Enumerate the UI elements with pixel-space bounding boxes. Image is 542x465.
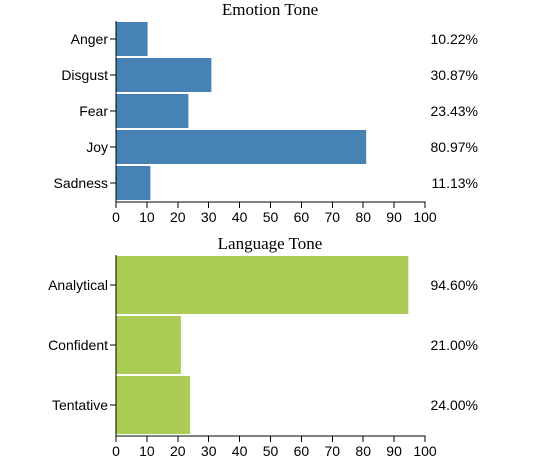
emotion-value-label: 30.87% (431, 67, 478, 83)
language-x-tick-label: 40 (232, 443, 248, 459)
language-x-tick-label: 70 (325, 443, 341, 459)
language-x-tick-label: 20 (170, 443, 186, 459)
emotion-x-tick-label: 10 (139, 209, 155, 225)
language-value-label: 21.00% (431, 337, 478, 353)
emotion-value-label: 11.13% (432, 175, 478, 191)
emotion-x-tick-label: 90 (386, 209, 402, 225)
language-x-tick-label: 90 (386, 443, 402, 459)
language-x-tick-label: 50 (263, 443, 279, 459)
language-x-tick-label: 0 (112, 443, 120, 459)
emotion-x-tick-label: 100 (413, 209, 437, 225)
language-bar-analytical (116, 256, 409, 314)
language-x-tick-label: 100 (413, 443, 437, 459)
emotion-x-tick-label: 30 (201, 209, 217, 225)
emotion-bar-disgust (116, 58, 212, 92)
emotion-category-label: Joy (86, 139, 108, 155)
emotion-category-label: Disgust (61, 67, 108, 83)
emotion-bar-fear (116, 94, 189, 128)
language-value-label: 24.00% (431, 397, 478, 413)
emotion-tone-title: Emotion Tone (222, 0, 318, 19)
emotion-x-tick-label: 60 (294, 209, 310, 225)
emotion-value-label: 80.97% (431, 139, 478, 155)
emotion-category-label: Anger (71, 31, 109, 47)
emotion-x-tick-label: 0 (112, 209, 120, 225)
language-x-tick-label: 30 (201, 443, 217, 459)
emotion-category-label: Sadness (54, 175, 108, 191)
emotion-value-label: 23.43% (431, 103, 478, 119)
language-x-tick-label: 80 (355, 443, 371, 459)
language-value-label: 94.60% (431, 277, 478, 293)
emotion-x-tick-label: 40 (232, 209, 248, 225)
language-x-tick-label: 60 (294, 443, 310, 459)
emotion-x-tick-label: 50 (263, 209, 279, 225)
language-bar-tentative (116, 376, 191, 434)
language-tone-chart: Language Tone Analytical 94.60% Confident 2… (48, 234, 478, 459)
language-x-tick-label: 10 (139, 443, 155, 459)
emotion-value-label: 10.22% (431, 31, 478, 47)
language-bar-confident (116, 316, 181, 374)
emotion-x-tick-label: 20 (170, 209, 186, 225)
emotion-bar-anger (116, 22, 148, 56)
emotion-category-label: Fear (79, 103, 108, 119)
emotion-x-tick-label: 70 (325, 209, 341, 225)
language-category-label: Confident (48, 337, 108, 353)
language-tone-title: Language Tone (218, 234, 323, 253)
language-category-label: Tentative (52, 397, 108, 413)
emotion-bar-sadness (116, 166, 151, 200)
language-category-label: Analytical (48, 277, 108, 293)
emotion-x-tick-label: 80 (355, 209, 371, 225)
emotion-tone-chart: Emotion Tone Anger 10.22% Disgust 30.87% Fea… (54, 0, 478, 225)
emotion-bar-joy (116, 130, 367, 164)
